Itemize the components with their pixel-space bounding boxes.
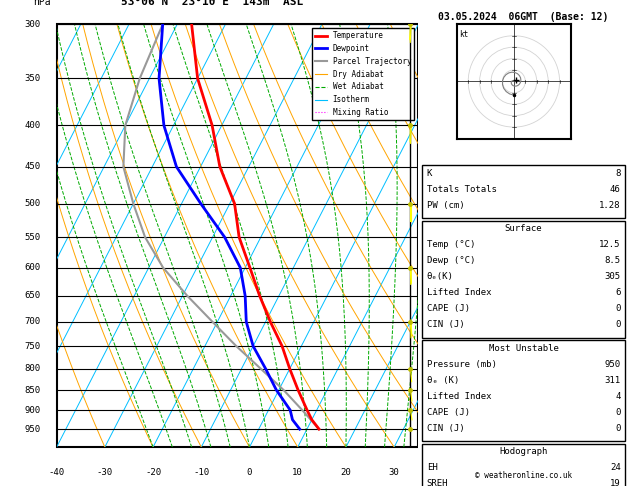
Bar (423, 444, 625, 486)
Text: 4: 4 (423, 263, 428, 272)
Text: 950: 950 (604, 360, 621, 369)
Text: kt: kt (459, 30, 469, 39)
Text: θₑ(K): θₑ(K) (426, 272, 454, 281)
Text: 12.5: 12.5 (599, 240, 621, 249)
Text: 3: 3 (423, 317, 428, 327)
Text: CAPE (J): CAPE (J) (426, 408, 470, 417)
Text: Surface: Surface (505, 224, 542, 233)
Text: PW (cm): PW (cm) (426, 201, 464, 210)
Text: -30: -30 (97, 469, 113, 477)
Text: -20: -20 (145, 469, 161, 477)
Text: 53°06'N  23°10'E  143m  ASL: 53°06'N 23°10'E 143m ASL (121, 0, 303, 7)
Text: EH: EH (426, 463, 437, 472)
Text: 0: 0 (247, 469, 252, 477)
Text: Totals Totals: Totals Totals (426, 185, 496, 194)
Text: SREH: SREH (426, 479, 448, 486)
Text: Dewp (°C): Dewp (°C) (426, 256, 475, 265)
Text: -10: -10 (193, 469, 209, 477)
Text: 400: 400 (24, 121, 40, 130)
Text: 311: 311 (604, 376, 621, 385)
Text: θₑ (K): θₑ (K) (426, 376, 459, 385)
Text: 450: 450 (24, 162, 40, 171)
Bar (423, 165, 625, 218)
Text: 46: 46 (610, 185, 621, 194)
Text: 4: 4 (615, 392, 621, 401)
Text: 900: 900 (24, 406, 40, 415)
Text: CAPE (J): CAPE (J) (426, 304, 470, 313)
Text: Lifted Index: Lifted Index (426, 392, 491, 401)
Text: 6: 6 (615, 288, 621, 297)
Legend: Temperature, Dewpoint, Parcel Trajectory, Dry Adiabat, Wet Adiabat, Isotherm, Mi: Temperature, Dewpoint, Parcel Trajectory… (312, 28, 415, 120)
Text: 500: 500 (24, 199, 40, 208)
Text: © weatheronline.co.uk: © weatheronline.co.uk (475, 471, 572, 480)
Text: 0: 0 (615, 320, 621, 330)
Text: 650: 650 (24, 291, 40, 300)
Bar (423, 221, 625, 338)
Text: 1.28: 1.28 (599, 201, 621, 210)
Text: 03.05.2024  06GMT  (Base: 12): 03.05.2024 06GMT (Base: 12) (438, 12, 609, 22)
Text: 30: 30 (389, 469, 399, 477)
Text: 750: 750 (24, 342, 40, 350)
Text: 0: 0 (615, 408, 621, 417)
Text: 5: 5 (423, 199, 428, 208)
Text: -40: -40 (48, 469, 65, 477)
Text: K: K (426, 169, 432, 178)
Text: Mixing Ratio (g/kg): Mixing Ratio (g/kg) (433, 188, 443, 283)
Text: CIN (J): CIN (J) (426, 424, 464, 433)
Text: Temp (°C): Temp (°C) (426, 240, 475, 249)
Text: 305: 305 (604, 272, 621, 281)
Text: 950: 950 (24, 425, 40, 434)
Text: 350: 350 (24, 74, 40, 83)
Text: 850: 850 (24, 385, 40, 395)
Text: 6: 6 (423, 121, 428, 130)
Text: 2: 2 (423, 364, 428, 373)
Text: 300: 300 (24, 20, 40, 29)
Text: CIN (J): CIN (J) (426, 320, 464, 330)
Bar (423, 340, 625, 441)
Text: 24: 24 (610, 463, 621, 472)
Text: 10: 10 (292, 469, 303, 477)
Text: LCL: LCL (423, 428, 437, 437)
Text: 8.5: 8.5 (604, 256, 621, 265)
Text: 19: 19 (610, 479, 621, 486)
Text: Most Unstable: Most Unstable (489, 344, 559, 353)
Text: Lifted Index: Lifted Index (426, 288, 491, 297)
Text: 7: 7 (423, 31, 428, 40)
Text: 550: 550 (24, 233, 40, 242)
Text: hPa: hPa (33, 0, 51, 7)
Text: 0: 0 (615, 424, 621, 433)
Text: Hodograph: Hodograph (499, 447, 548, 456)
Text: km
ASL: km ASL (424, 0, 438, 7)
Text: 0: 0 (615, 304, 621, 313)
Text: 1: 1 (423, 406, 428, 415)
Text: Pressure (mb): Pressure (mb) (426, 360, 496, 369)
Text: 800: 800 (24, 364, 40, 373)
Text: 700: 700 (24, 317, 40, 327)
Text: 20: 20 (340, 469, 352, 477)
Text: 8: 8 (615, 169, 621, 178)
Text: 600: 600 (24, 263, 40, 272)
